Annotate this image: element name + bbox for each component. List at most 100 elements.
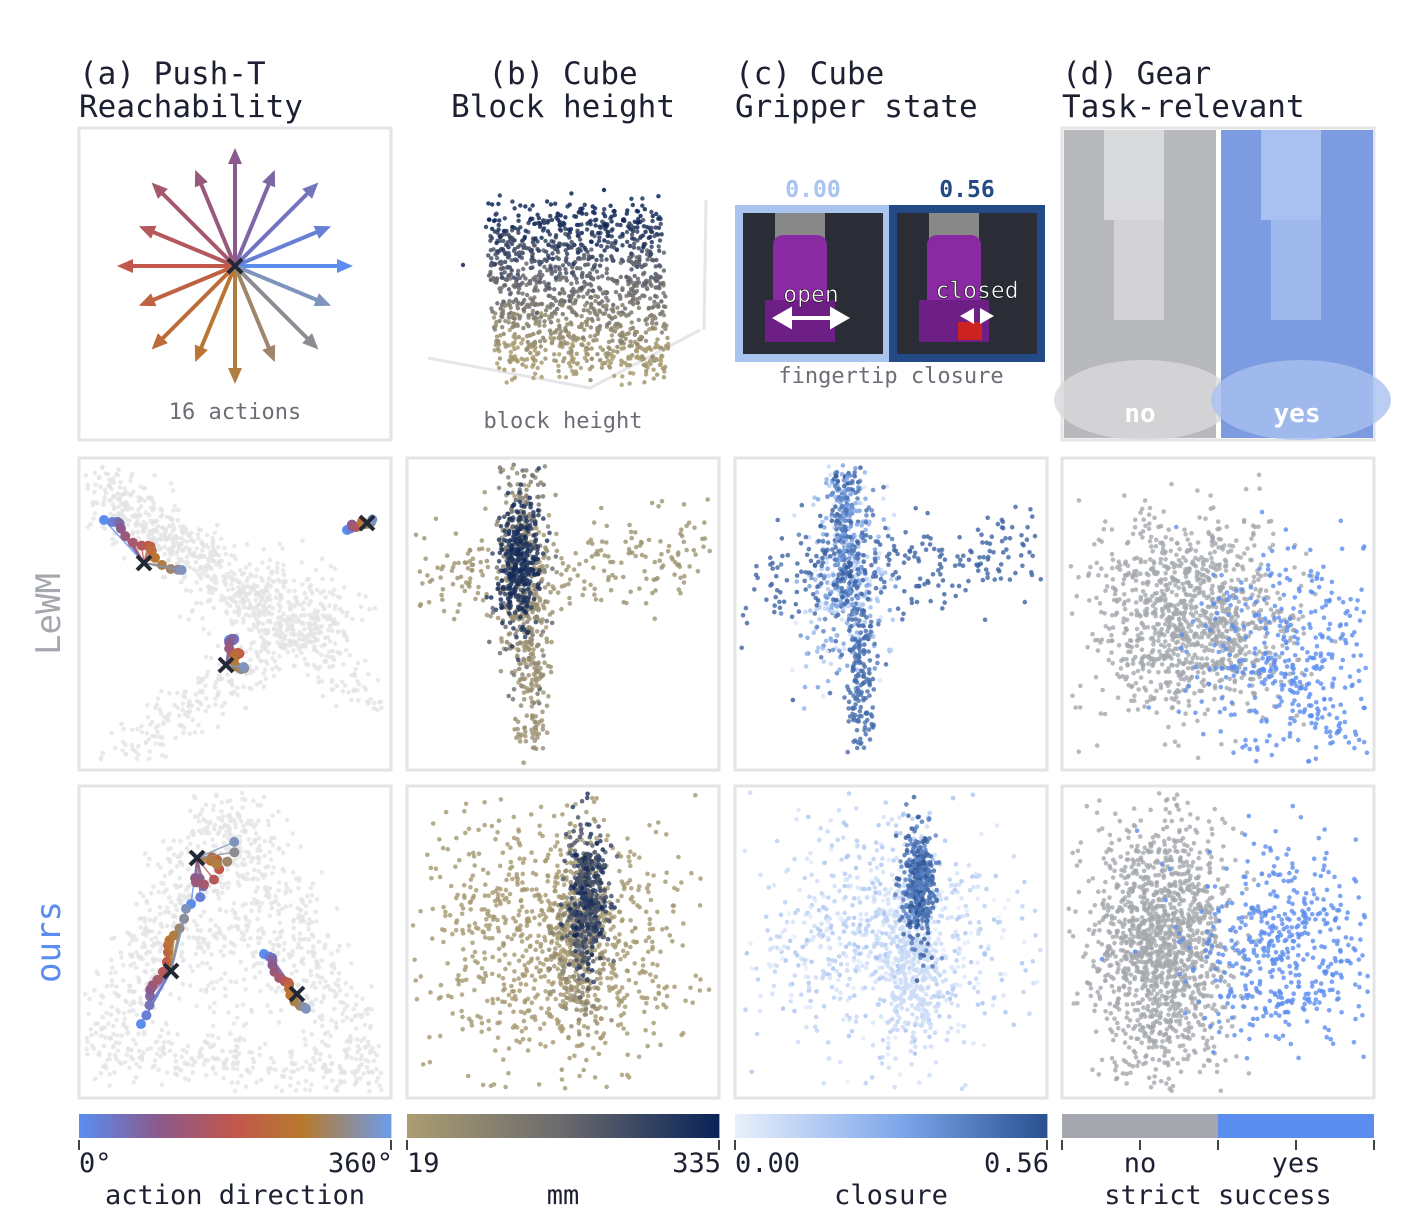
scatter-point (572, 310, 577, 315)
arrow-head (313, 293, 332, 307)
scatter-point (887, 607, 893, 613)
scatter-point (542, 280, 547, 285)
scatter-point (241, 684, 246, 690)
scatter-point (530, 735, 535, 740)
scatter-point (657, 275, 662, 280)
scatter-point (547, 316, 552, 321)
scatter-point (549, 341, 555, 346)
scatter-point (928, 598, 933, 604)
scatter-point (553, 201, 558, 206)
arrow-head (194, 344, 208, 363)
scatter-point (564, 251, 570, 257)
scatter-point (816, 559, 821, 565)
scatter-point (609, 241, 614, 246)
scatter-point (870, 724, 875, 729)
scatter-point (144, 731, 150, 736)
scatter-point (285, 650, 291, 655)
scatter-point (187, 547, 193, 552)
scatter-point (498, 668, 504, 674)
scatter-point (302, 644, 308, 649)
scatter-point (208, 552, 213, 558)
scatter-point (503, 624, 508, 630)
scatter-point (122, 486, 127, 491)
scatter-point (659, 232, 664, 237)
scatter-point (530, 677, 535, 683)
scatter-point (379, 705, 384, 711)
scatter-point (247, 685, 252, 691)
scatter-point (858, 630, 864, 635)
scatter-point (930, 572, 936, 577)
scatter-point (775, 517, 780, 523)
scatter-point (985, 557, 991, 562)
scatter-point (950, 583, 955, 588)
scatter-point (515, 653, 520, 658)
scatter-point (331, 587, 337, 593)
scatter-point (596, 317, 601, 322)
arrow-head (302, 182, 319, 199)
scatter-point (883, 662, 889, 667)
scatter-point (500, 275, 505, 280)
scatter-point (214, 522, 220, 528)
scatter-point (331, 621, 336, 626)
scatter-point (588, 325, 594, 330)
scatter-point (495, 256, 500, 261)
scatter-point (535, 662, 540, 668)
scatter-point (629, 535, 634, 541)
scatter-point (831, 627, 836, 632)
scatter-point (102, 495, 107, 501)
scatter-point (598, 597, 604, 603)
scatter-point (519, 255, 525, 261)
scatter-point (263, 647, 269, 652)
scatter-point (506, 475, 511, 480)
scatter-point (516, 547, 521, 553)
scatter-point (825, 494, 830, 499)
scatter-point (167, 523, 173, 529)
scatter-point (560, 561, 566, 566)
scatter-point (811, 630, 817, 636)
scatter-point (542, 257, 547, 262)
scatter-point (858, 682, 864, 688)
scatter-point (326, 627, 331, 633)
scatter-point (1207, 551, 1213, 556)
scatter-point (450, 564, 456, 570)
scatter-point (271, 626, 277, 632)
scatter-point (316, 680, 322, 685)
scatter-point (544, 618, 550, 624)
scatter-point (323, 659, 329, 664)
scatter-point (534, 525, 539, 531)
scatter-point (531, 596, 537, 602)
scatter-point (521, 307, 526, 312)
scatter-point (870, 705, 875, 710)
scatter-point (849, 623, 854, 629)
scatter-point (274, 587, 279, 593)
scatter-point (640, 346, 645, 351)
scatter-point (852, 713, 858, 718)
scatter-point (1103, 519, 1108, 524)
scatter-point (367, 606, 372, 612)
scatter-point (818, 524, 823, 529)
scatter-point (808, 608, 813, 613)
scatter-point (588, 334, 593, 339)
scatter-point (569, 295, 574, 301)
scatter-point (329, 577, 335, 582)
scatter-point (979, 532, 984, 538)
scatter-point (778, 562, 784, 567)
scatter-point (550, 584, 555, 589)
scatter-point (528, 350, 533, 356)
scatter-point (861, 559, 866, 564)
scatter-point (507, 265, 513, 270)
scatter-point (604, 270, 609, 276)
column-title: (b) Cube (488, 56, 637, 92)
scatter-point (936, 583, 941, 588)
scatter-point (594, 257, 599, 263)
scatter-point (575, 361, 580, 366)
scatter-point (557, 325, 562, 331)
scatter-point (820, 693, 826, 699)
scatter-point (506, 531, 512, 537)
scatter-point (519, 250, 524, 255)
scatter-point (563, 267, 568, 272)
scatter-point (744, 620, 750, 626)
scatter-point (833, 504, 838, 510)
scatter-point (244, 591, 250, 597)
scatter-point (568, 244, 573, 249)
